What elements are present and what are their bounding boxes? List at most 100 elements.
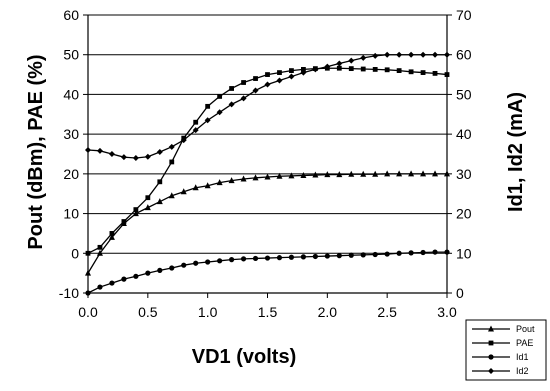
- data-point: [144, 204, 151, 211]
- data-point: [156, 149, 163, 156]
- data-point: [288, 172, 295, 179]
- y-tick-left-label: 30: [63, 126, 79, 142]
- data-point: [420, 249, 426, 256]
- data-point: [396, 250, 402, 256]
- data-point: [229, 257, 235, 263]
- data-point: [384, 67, 390, 73]
- legend-label: Id2: [516, 366, 529, 376]
- tick-labels: -10 0 10 20 30 40 50 60 0 10 20 30 40 50 60 70 0.0 0.5 1.0…: [59, 7, 472, 320]
- series-id2: [85, 51, 450, 161]
- data-point: [132, 210, 139, 217]
- data-point: [252, 174, 259, 181]
- data-point: [360, 54, 367, 61]
- data-point: [372, 52, 379, 59]
- data-point: [444, 170, 450, 177]
- data-point: [300, 69, 307, 76]
- data-point: [217, 258, 223, 264]
- data-point: [193, 260, 199, 266]
- y-tick-right-label: 40: [456, 126, 472, 142]
- series-pout: [85, 170, 450, 276]
- data-point: [396, 68, 402, 73]
- x-tick-label: 0.5: [138, 304, 158, 320]
- data-point: [432, 70, 438, 76]
- axes: [83, 14, 452, 298]
- y-tick-right-label: 20: [456, 206, 472, 222]
- data-point: [217, 94, 223, 99]
- data-point: [96, 249, 103, 256]
- data-point: [144, 153, 151, 160]
- data-point: [348, 252, 354, 258]
- data-point: [288, 73, 295, 80]
- y-tick-left-label: 0: [71, 245, 79, 261]
- data-point: [276, 172, 283, 179]
- data-point: [301, 67, 306, 72]
- data-point: [157, 267, 163, 273]
- data-point: [336, 60, 343, 67]
- data-point: [229, 86, 234, 91]
- y-axis-right-title: Id1, Id2 (mA): [505, 92, 527, 212]
- legend: Pout PAE Id1 Id2: [465, 319, 547, 381]
- data-point: [132, 154, 139, 161]
- data-point: [372, 170, 379, 177]
- data-point: [145, 270, 151, 276]
- y-tick-right-label: 70: [456, 7, 472, 23]
- data-point: [348, 170, 355, 177]
- data-point: [264, 81, 271, 88]
- data-point: [108, 233, 115, 240]
- data-point: [205, 103, 211, 109]
- x-tick-label: 1.5: [258, 304, 278, 320]
- data-point: [432, 51, 439, 58]
- data-point: [120, 154, 127, 161]
- data-point: [384, 170, 391, 177]
- x-tick-label: 3.0: [437, 304, 457, 320]
- data-point: [216, 109, 223, 116]
- data-point: [109, 280, 115, 286]
- legend-box: [465, 319, 547, 381]
- data-point: [432, 170, 439, 177]
- data-point: [288, 254, 295, 260]
- data-point: [204, 182, 211, 189]
- data-point: [324, 63, 331, 70]
- legend-marker: [488, 325, 494, 332]
- data-point: [360, 66, 366, 72]
- data-point: [85, 147, 91, 154]
- data-point: [252, 87, 259, 94]
- y-tick-right-label: 0: [456, 285, 464, 301]
- data-point: [193, 119, 199, 125]
- data-point: [180, 188, 187, 195]
- data-point: [324, 171, 331, 178]
- data-point: [312, 253, 318, 260]
- data-point: [408, 170, 415, 177]
- y-tick-left-label: 40: [63, 86, 79, 102]
- data-point: [265, 72, 270, 77]
- data-point: [264, 173, 271, 180]
- y-tick-left-label: 50: [63, 47, 79, 63]
- legend-entry: Id2: [472, 366, 529, 376]
- data-point: [240, 95, 247, 102]
- data-point: [240, 256, 247, 262]
- data-point: [168, 192, 175, 199]
- y-tick-right-label: 50: [456, 86, 472, 102]
- data-point: [169, 159, 175, 165]
- data-point: [133, 273, 139, 279]
- data-point: [276, 77, 283, 84]
- data-point: [108, 151, 115, 157]
- y-axis-left-title: Pout (dBm), PAE (%): [25, 54, 47, 249]
- data-point: [85, 250, 91, 256]
- data-point: [157, 179, 163, 185]
- data-point: [336, 171, 343, 178]
- data-point: [205, 259, 211, 265]
- data-point: [133, 207, 139, 212]
- data-point: [85, 290, 91, 296]
- data-point: [444, 249, 450, 255]
- data-point: [181, 262, 187, 268]
- series-line: [87, 67, 448, 254]
- data-point: [384, 51, 391, 58]
- data-point: [312, 171, 319, 178]
- data-point: [216, 179, 223, 186]
- legend-marker: [488, 340, 494, 346]
- data-point: [360, 252, 366, 258]
- data-point: [324, 253, 330, 259]
- y-tick-right-label: 30: [456, 166, 472, 182]
